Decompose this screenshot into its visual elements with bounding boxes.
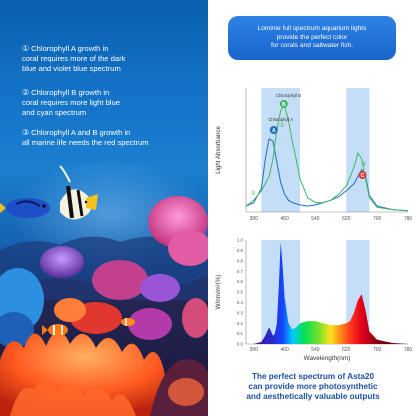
- note-line: coral requires more light blue: [22, 98, 120, 107]
- underwater-scene-panel: ① Chlorophyll A growth in coral requires …: [0, 0, 208, 416]
- purple-coral-mid: [128, 308, 172, 340]
- marker-a-text: A: [272, 128, 276, 134]
- note-line: Chlorophyll B growth in: [31, 88, 110, 97]
- emission-x-tick: 460: [280, 347, 289, 353]
- marker-c-text: C: [361, 173, 365, 179]
- emission-y-tick: 0.5: [237, 290, 244, 295]
- absorbance-x-tick: 540: [311, 216, 320, 222]
- banner-line: for corals and saltwater fish.: [270, 42, 354, 50]
- clownfish: [42, 324, 68, 336]
- rock-coral: [168, 378, 204, 406]
- emission-x-tick: 620: [342, 347, 351, 353]
- emission-y-tick: 0.3: [237, 310, 244, 315]
- orange-coral-small: [54, 298, 86, 322]
- emission-ylabel: W/nm/m²(%): [215, 275, 222, 310]
- marker-a-badge: [269, 126, 278, 134]
- marker-c-badge: [358, 171, 367, 179]
- marker-b-badge: [279, 100, 288, 108]
- emission-spectrum-area: [253, 242, 408, 344]
- marker-b-text: B: [282, 102, 286, 108]
- note-line: and cyan spectrum: [22, 108, 87, 117]
- caption-line: The perfect spectrum of Asta20: [251, 372, 375, 381]
- emission-y-tick: 0.6: [237, 279, 244, 284]
- spectrum-panel: Lominie full spectrum aquarium lights pr…: [208, 0, 416, 416]
- moorish-idol-fish: [59, 165, 98, 220]
- pink-coral-edge: [182, 298, 208, 338]
- banner-line: Lominie full spectrum aquarium lights: [257, 25, 367, 33]
- absorbance-highlight-band: [346, 88, 370, 212]
- caption-line: and aesthetically valuable outputs: [246, 392, 380, 402]
- absorbance-x-tick: 620: [342, 216, 351, 222]
- absorbance-ylabel: Light Absorbance: [215, 126, 222, 174]
- spectrum-charts: Light Absorbance 380 460 540 620 700 780 Chlo…: [215, 88, 412, 362]
- emission-x-tick: 380: [250, 347, 259, 353]
- item-number: ③: [22, 128, 30, 137]
- emission-y-tick: 0.9: [237, 248, 244, 253]
- absorbance-x-tick: 460: [280, 216, 289, 222]
- absorbance-chart: Light Absorbance 380 460 540 620 700 780 Chlo…: [215, 88, 412, 222]
- absorbance-x-tick: 380: [250, 216, 259, 222]
- emission-x-tick: 700: [373, 347, 382, 353]
- chlorophyll-b-label: Chlorophyll B: [276, 93, 301, 98]
- circled-two: ②: [279, 122, 284, 129]
- pink-coral-lower: [168, 230, 208, 266]
- circled-one: ①: [251, 190, 256, 197]
- chlorophyll-ab-note: ③ Chlorophyll A and B growth in all marin…: [22, 128, 149, 148]
- chlorophyll-b-note: ② Chlorophyll B growth in coral requires …: [22, 88, 120, 118]
- caption-line: can provide more photosynthetic: [248, 382, 378, 392]
- circled-three: ③: [361, 161, 366, 168]
- note-line: blue and violet blue spectrum: [22, 64, 121, 73]
- absorbance-x-tick: 700: [373, 216, 382, 222]
- reef-illustration: [0, 165, 208, 416]
- emission-y-tick: 0.7: [237, 269, 244, 274]
- info-banner: Lominie full spectrum aquarium lights pr…: [228, 16, 396, 60]
- purple-coral: [40, 246, 84, 278]
- emission-y-tick: 1.0: [237, 238, 244, 243]
- emission-y-tick: 0.4: [237, 300, 244, 305]
- absorbance-highlight-band: [261, 88, 300, 212]
- magenta-coral: [92, 260, 148, 300]
- note-line: Chlorophyll A and B growth in: [31, 128, 131, 137]
- absorbance-x-tick: 780: [404, 216, 413, 222]
- emission-y-tick: 0.1: [237, 331, 244, 336]
- spectrum-caption: The perfect spectrum of Asta20 can provi…: [222, 372, 404, 403]
- item-number: ①: [22, 44, 30, 53]
- violet-coral: [140, 274, 180, 302]
- emission-y-tick: 0.0: [237, 342, 244, 347]
- emission-xlabel: Wavelength(nm): [304, 355, 351, 362]
- emission-y-tick: 0.2: [237, 321, 244, 326]
- chlorophyll-a-note: ① Chlorophyll A growth in coral requires …: [22, 44, 125, 74]
- emission-x-tick: 780: [404, 347, 413, 353]
- note-line: Chlorophyll A growth in: [31, 44, 109, 53]
- anemone-tentacles: [10, 381, 136, 416]
- item-number: ②: [22, 88, 30, 97]
- banner-line: provide the perfect color: [276, 33, 348, 41]
- blue-coral-base: [0, 312, 34, 348]
- note-line: coral requires more of the dark: [22, 54, 126, 63]
- note-line: all marine life needs the red spectrum: [22, 138, 149, 147]
- emission-x-tick: 540: [311, 347, 320, 353]
- emission-y-tick: 0.8: [237, 258, 244, 263]
- blue-tang-fish: [0, 198, 50, 218]
- emission-chart: W/nm/m²(%) Wavelength(nm) 0.0 0.1 0.2 0.3 0.…: [215, 238, 412, 362]
- clownfish-small: [121, 318, 135, 326]
- chlorophyll-a-label: Chlorophyll A: [268, 117, 293, 122]
